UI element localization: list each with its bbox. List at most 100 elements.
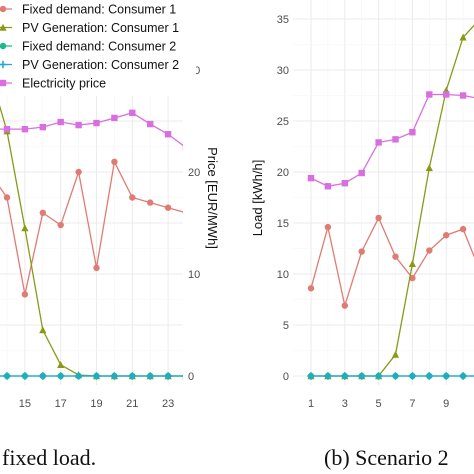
- right-series-point-3: [307, 372, 315, 380]
- right-x-tick-label: 1: [308, 398, 314, 410]
- left-series-point-4: [75, 121, 82, 129]
- left-y-right-axis-title: Price [EUR/MWh]: [205, 147, 220, 249]
- left-series-point-3: [146, 372, 154, 380]
- left-series-group: [0, 104, 183, 380]
- left-series-point-3: [92, 372, 101, 380]
- right-series-point-3: [341, 372, 349, 380]
- right-series-group: [307, 24, 474, 380]
- left-series-point-4: [182, 144, 183, 151]
- right-series-point-3: [459, 372, 467, 380]
- left-series-point-0: [75, 168, 82, 176]
- left-caption: fixed load.: [2, 445, 96, 470]
- right-series-point-4: [324, 183, 332, 190]
- left-x-tick-label: 17: [55, 398, 67, 410]
- left-series-point-1: [39, 326, 47, 334]
- right-y-tick-label: 15: [277, 218, 289, 230]
- left-series-point-3: [128, 372, 137, 380]
- right-series-point-1: [425, 164, 433, 172]
- right-series-point-0: [341, 302, 348, 309]
- right-y-tick-label: 5: [283, 320, 289, 332]
- right-series-point-3: [391, 372, 400, 380]
- right-y-tick-label: 30: [277, 65, 289, 77]
- left-x-tick-label: 19: [90, 398, 102, 410]
- left-series-point-0: [111, 158, 118, 165]
- legend-entry-label: PV Generation: Consumer 1: [22, 21, 179, 35]
- left-series-point-1: [21, 224, 29, 232]
- right-x-tick-label: 7: [409, 398, 415, 410]
- legend-entry-label: Fixed demand: Consumer 1: [22, 3, 176, 17]
- right-series-point-3: [374, 372, 383, 380]
- left-series-point-3: [74, 372, 83, 380]
- legend: Fixed demand: Consumer 1 PV Generation: C…: [0, 0, 196, 96]
- right-x-tick-label: 3: [342, 398, 348, 410]
- right-series-point-4: [459, 92, 467, 99]
- left-series-point-3: [110, 372, 119, 380]
- right-x-tick-label: 9: [443, 398, 449, 410]
- legend-key-marker: [0, 23, 7, 31]
- right-y-tick-label: 20: [277, 167, 289, 179]
- right-series-point-4: [375, 139, 382, 146]
- right-series-point-4: [443, 91, 450, 98]
- left-series-point-3: [3, 372, 11, 380]
- right-y-tick-label: 25: [277, 116, 289, 128]
- right-series-point-0: [459, 225, 467, 233]
- right-series-point-0: [426, 247, 433, 254]
- left-series-point-0: [182, 211, 183, 214]
- right-series-point-0: [392, 253, 399, 260]
- right-series-point-0: [409, 274, 416, 282]
- right-x-tick-labels: 1 3 5 7 9: [308, 398, 449, 410]
- left-x-tick-label: 15: [19, 398, 31, 410]
- right-series-point-4: [358, 169, 365, 177]
- right-series-point-3: [425, 372, 434, 380]
- right-series-point-0: [443, 232, 450, 239]
- legend-entry-label: Fixed demand: Consumer 2: [22, 40, 176, 54]
- left-series-point-4: [39, 123, 46, 131]
- left-series-point-4: [129, 109, 136, 117]
- right-series-line-0: [310, 216, 474, 309]
- left-series-point-3: [39, 372, 47, 380]
- left-series-point-4: [3, 125, 11, 133]
- left-series-point-4: [57, 118, 64, 126]
- left-x-tick-label: 21: [126, 398, 138, 410]
- right-y-tick-label: 35: [277, 14, 289, 26]
- left-series-point-1: [57, 360, 65, 368]
- right-series-point-4: [392, 136, 399, 143]
- right-series-point-0: [375, 214, 382, 222]
- right-series-point-3: [408, 372, 417, 380]
- left-series-point-4: [93, 119, 100, 127]
- right-series-point-4: [409, 129, 416, 136]
- left-series-point-3: [21, 372, 29, 380]
- right-gridlines: [293, 0, 474, 385]
- right-series-point-3: [442, 372, 450, 380]
- right-series-point-4: [307, 174, 315, 182]
- left-y-right-tick-labels: 0102030: [188, 65, 200, 383]
- right-y-tick-labels: 0 5 10 15 20 25 30 35: [277, 14, 289, 383]
- right-series-point-0: [324, 223, 332, 231]
- left-y-right-tick-label: 0: [188, 371, 194, 383]
- left-series-point-0: [3, 194, 11, 201]
- left-series-point-0: [147, 199, 154, 206]
- right-y-axis-title: Load [kWh/h]: [250, 160, 265, 237]
- left-series-point-0: [93, 264, 100, 272]
- left-y-right-tick-label: 10: [188, 269, 200, 281]
- right-series-point-1: [408, 260, 416, 267]
- legend-key-marker: [0, 42, 7, 50]
- left-series-point-1: [182, 378, 183, 380]
- left-x-tick-labels: 15 17 19 21 23: [19, 398, 174, 410]
- left-series-point-4: [111, 114, 118, 122]
- legend-key-marker: [0, 79, 7, 87]
- left-y-right-tick-label: 20: [188, 167, 200, 179]
- legend-entry-label: PV Generation: Consumer 2: [22, 58, 179, 72]
- legend-background: [0, 0, 196, 96]
- right-series-point-1: [459, 33, 467, 41]
- left-series-point-0: [164, 204, 172, 211]
- right-series-point-4: [426, 91, 433, 98]
- legend-key-marker: [0, 60, 7, 69]
- right-caption: (b) Scenario 2: [324, 445, 449, 470]
- left-series-point-4: [164, 131, 172, 138]
- left-series-point-4: [21, 125, 29, 133]
- legend-key-marker: [0, 5, 7, 13]
- legend-entry-label: Electricity price: [22, 77, 106, 91]
